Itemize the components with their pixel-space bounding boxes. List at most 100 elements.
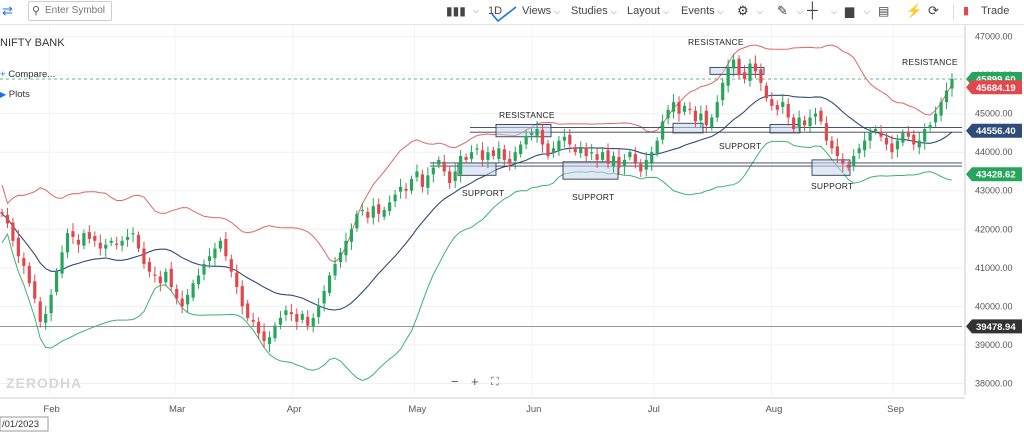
candle-body: [415, 171, 419, 178]
views-label: Views: [522, 5, 552, 17]
settings-gear-icon[interactable]: ⚙: [737, 3, 749, 18]
chevron-down-icon[interactable]: ⌵: [831, 7, 838, 16]
candle-body: [267, 337, 272, 344]
zoom-in-button[interactable]: +: [471, 374, 479, 389]
chart-type-caret-icon[interactable]: ⌵: [473, 6, 480, 15]
candle-body: [617, 157, 621, 168]
views-menu[interactable]: Views ⌵: [522, 0, 560, 24]
candle-body: [639, 163, 643, 172]
candle-body: [262, 331, 266, 342]
candle-body: [240, 286, 244, 307]
candle-body: [830, 140, 834, 149]
chevron-down-icon: ⌵: [717, 7, 724, 16]
price-badge: 44556.40: [966, 123, 1022, 138]
candle-body: [819, 110, 823, 122]
candle-body: [420, 174, 425, 187]
candle-body: [852, 156, 856, 167]
zoom-out-button[interactable]: −: [451, 374, 459, 389]
candle-body: [863, 140, 867, 151]
candle-body: [590, 152, 594, 154]
price-tick-label: 39000.00: [975, 340, 1013, 350]
candle-body: [732, 59, 736, 69]
candle-body: [202, 263, 206, 275]
trade-label: Trade: [981, 5, 1010, 17]
price-tick-label: 44000.00: [975, 147, 1013, 157]
candle-body: [125, 236, 130, 240]
zerodha-watermark: ZERODHA: [6, 375, 81, 391]
crosshair-icon[interactable]: ┼: [807, 2, 818, 19]
level-zone-box: [672, 122, 704, 134]
candle-body: [934, 113, 938, 123]
candle-body: [529, 132, 534, 135]
candle-body: [338, 252, 343, 263]
events-label: Events: [681, 5, 715, 17]
trade-icon[interactable]: ▮: [963, 5, 970, 17]
symbol-title: NIFTY BANK: [0, 37, 65, 49]
comment-icon[interactable]: ▆: [845, 4, 855, 18]
chevron-down-icon[interactable]: ⌵: [864, 7, 871, 16]
chart-type-icon[interactable]: ▮▮▮: [446, 4, 466, 18]
candle-body: [278, 317, 283, 325]
chevron-down-icon[interactable]: ⌵: [797, 7, 804, 16]
bollinger-bands: [1, 44, 953, 382]
candle-body: [611, 156, 616, 167]
price-tick-label: 38000.00: [975, 378, 1013, 388]
resistance-label: RESISTANCE: [902, 57, 958, 67]
price-badge-shape: [966, 167, 1022, 182]
candle-body: [115, 243, 119, 245]
candle-body: [224, 238, 228, 257]
chevron-down-icon[interactable]: ⌵: [757, 7, 764, 16]
candle-body: [939, 102, 943, 116]
studies-menu[interactable]: Studies ⌵: [571, 0, 617, 24]
price-chart[interactable]: ZERODHA RESISTANCE RESISTANCE RESISTANCE SU…: [0, 25, 1024, 441]
reset-zoom-icon[interactable]: ⛶: [491, 376, 499, 388]
drawing-templates-icon[interactable]: ▤: [878, 4, 890, 18]
candle-body: [218, 240, 222, 249]
plots-label: Plots: [8, 89, 30, 100]
candle-body: [87, 232, 91, 239]
candle-body: [16, 237, 20, 257]
compare-button[interactable]: + Compare...: [0, 69, 55, 80]
refresh-icon[interactable]: ⟳: [928, 3, 939, 18]
price-badge-shape: [966, 123, 1022, 138]
candle-body: [579, 148, 583, 154]
candle-body: [890, 143, 894, 153]
candle-body: [327, 275, 332, 293]
candle-body: [770, 99, 774, 106]
plots-button[interactable]: ▶ Plots: [0, 89, 30, 100]
symbol-search-input[interactable]: ⚲ Enter Symbol: [28, 1, 112, 21]
trade-button[interactable]: Trade: [981, 0, 1009, 24]
events-menu[interactable]: Events ⌵: [681, 0, 724, 24]
candle-body: [136, 235, 141, 249]
candle-body: [671, 102, 676, 112]
layout-menu[interactable]: Layout ⌵: [627, 0, 669, 24]
candle-body: [207, 256, 212, 262]
layout-label: Layout: [627, 5, 661, 17]
candle-body: [22, 258, 26, 266]
level-zone-box: [562, 161, 619, 180]
candle-body: [715, 102, 719, 118]
candle-body: [824, 123, 829, 141]
price-badge-label: 43428.62: [976, 170, 1016, 181]
chart-toolbar: ⇄ ⚲ Enter Symbol ▮▮▮ ⌵ 1D Views ⌵ Studies…: [0, 0, 1024, 25]
interval-select[interactable]: 1D: [488, 0, 502, 24]
level-zone-box: [811, 159, 851, 176]
candle-body: [284, 310, 288, 316]
candle-body: [568, 134, 572, 145]
candle-body: [442, 161, 446, 172]
candle-body: [540, 130, 545, 145]
lightning-icon[interactable]: ⚡: [906, 3, 923, 18]
price-tick-label: 42000.00: [975, 224, 1013, 234]
candle-body: [142, 248, 146, 264]
candle-body: [846, 164, 850, 168]
candle-body: [519, 144, 523, 155]
month-label: May: [408, 404, 426, 415]
draw-pencil-icon[interactable]: ✎: [777, 3, 788, 18]
candle-body: [873, 129, 878, 131]
candle-body: [131, 233, 135, 235]
candle-body: [584, 147, 588, 157]
symbol-switch-icon[interactable]: ⇄: [2, 3, 13, 18]
candle-body: [600, 152, 605, 160]
candle-body: [393, 194, 397, 202]
candle-body: [120, 240, 124, 246]
